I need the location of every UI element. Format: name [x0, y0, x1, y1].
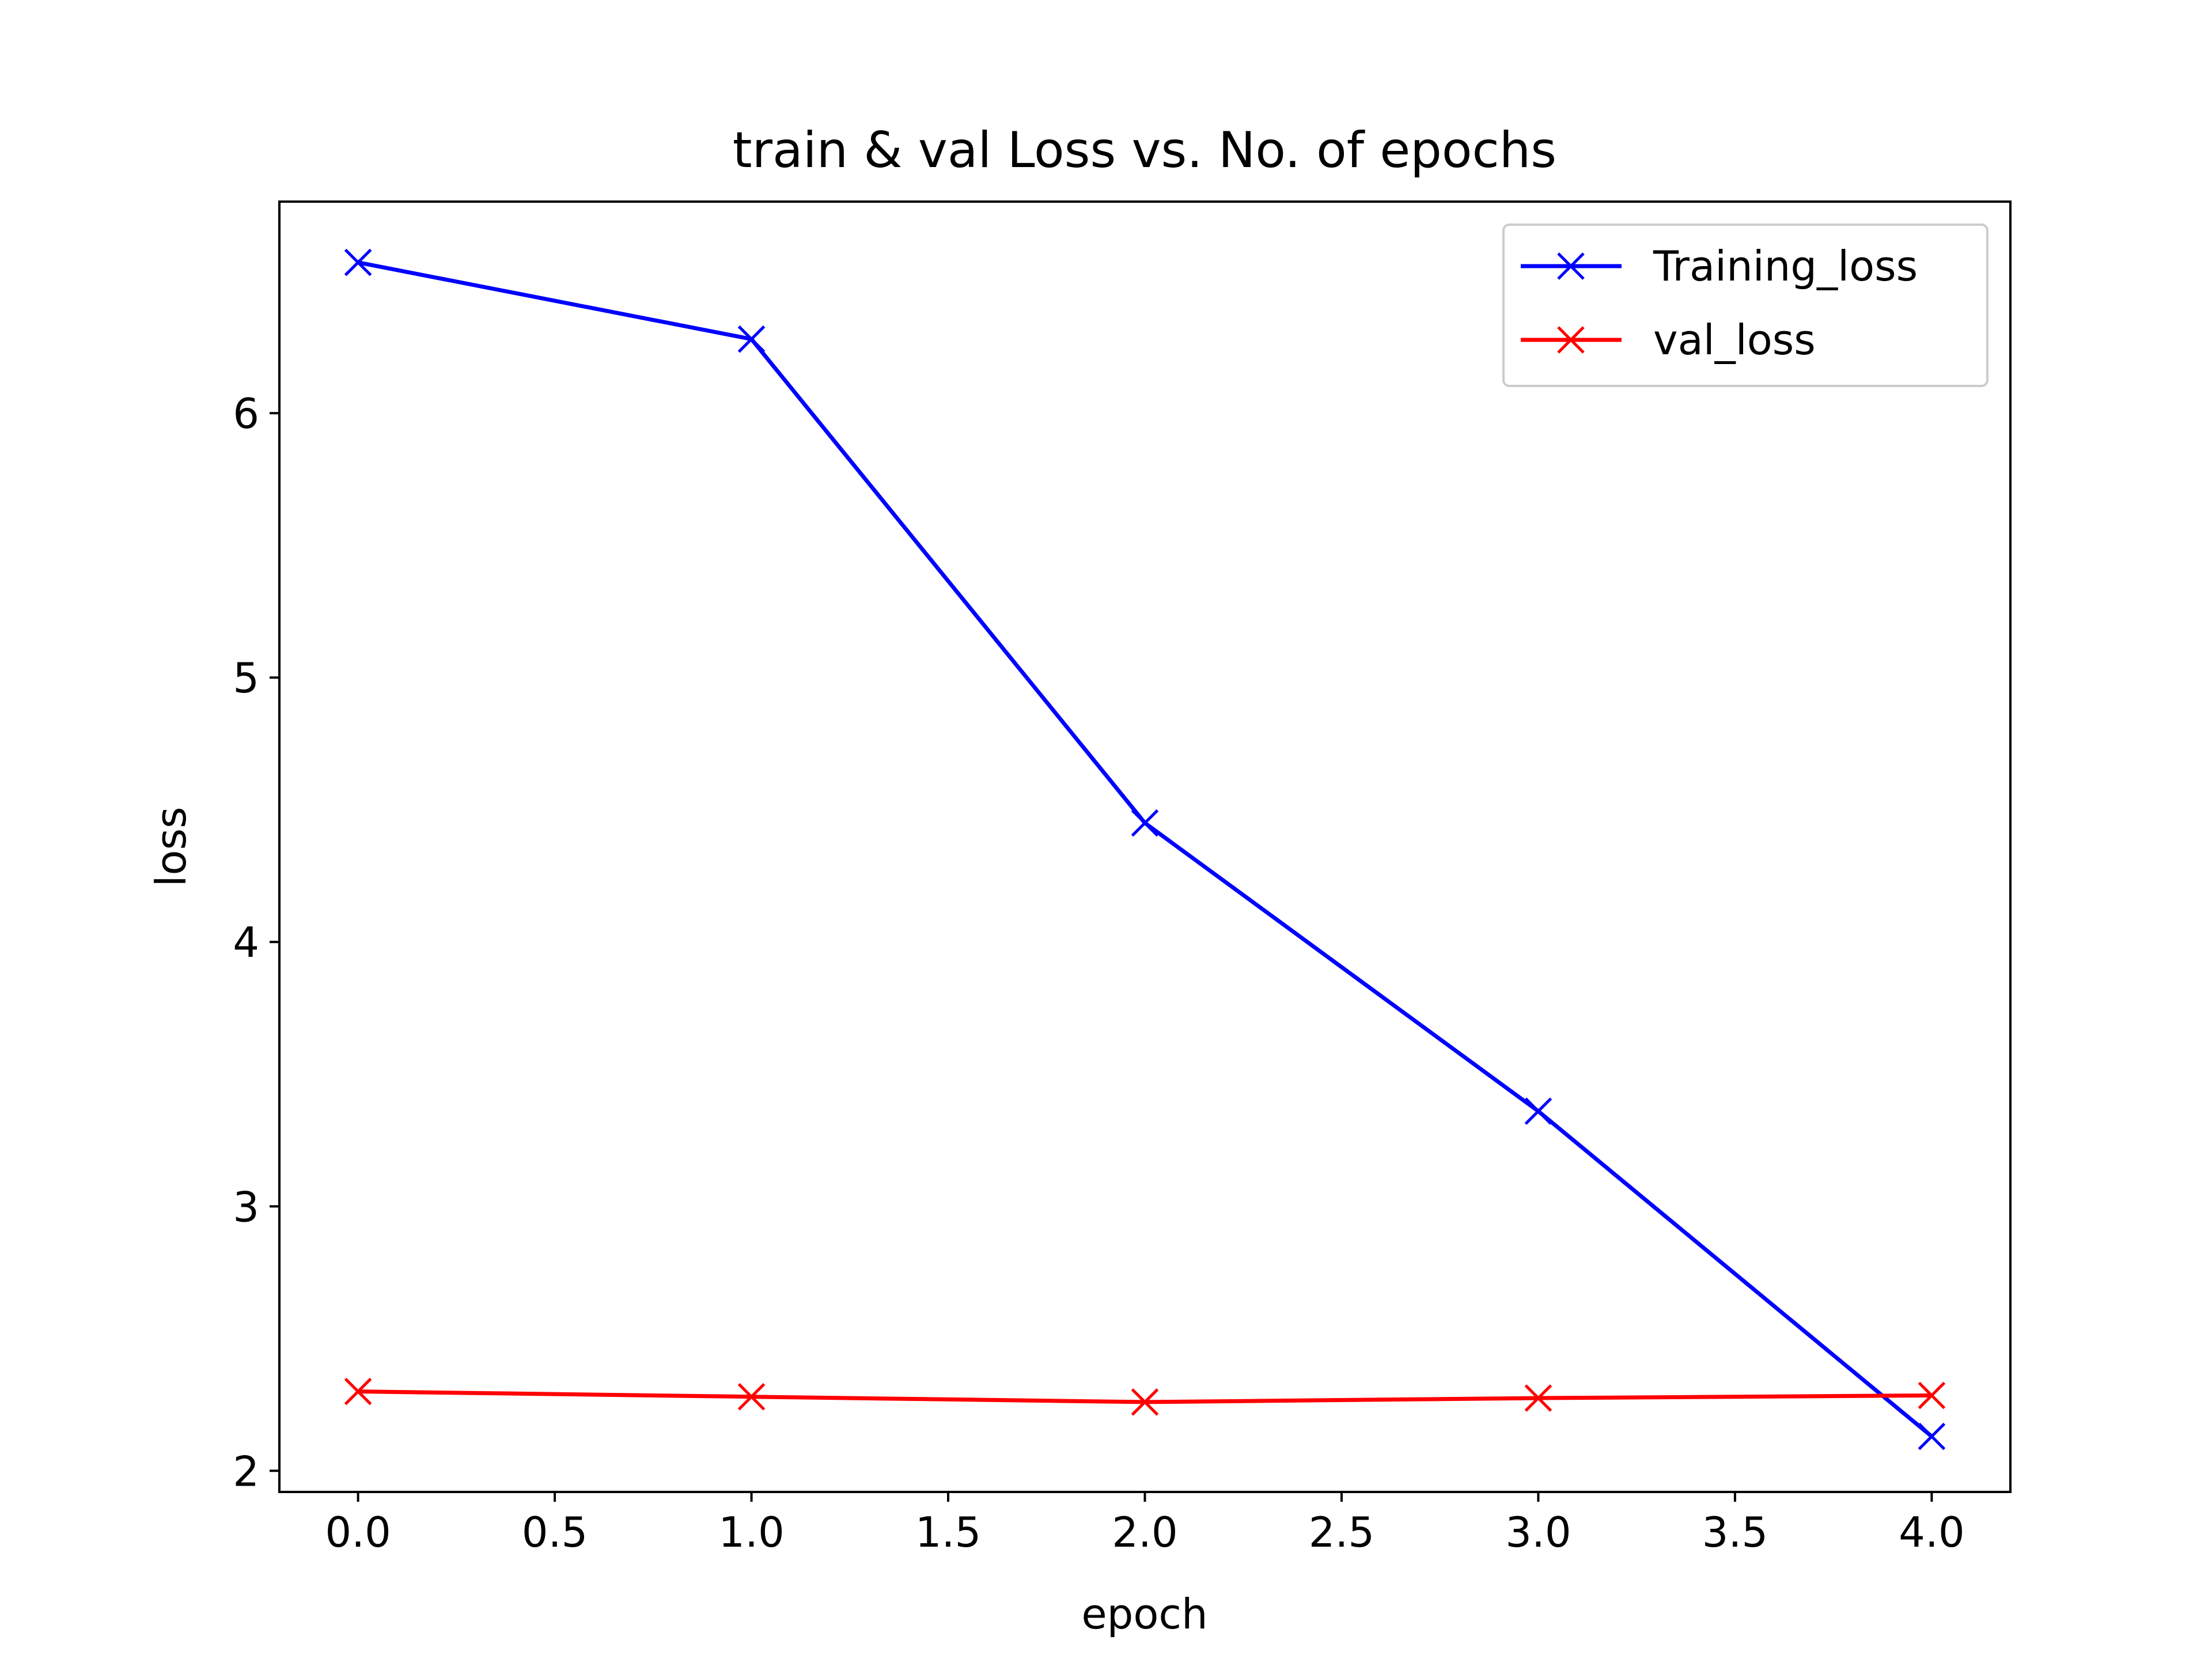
- x-tick-label: 3.5: [1702, 1508, 1768, 1556]
- data-point-marker: [1131, 1388, 1159, 1416]
- x-tick-label: 0.0: [325, 1508, 391, 1556]
- chart-title: train & val Loss vs. No. of epochs: [733, 122, 1556, 179]
- y-tick-label: 2: [233, 1447, 259, 1495]
- y-axis: 2 3 4 5 6: [233, 389, 279, 1495]
- plot-area: [344, 248, 1946, 1450]
- data-point-marker: [1131, 809, 1159, 837]
- data-point-marker: [1524, 1097, 1552, 1125]
- legend-marker: [1557, 326, 1585, 354]
- x-tick-label: 1.5: [915, 1508, 982, 1556]
- y-tick-label: 6: [233, 389, 259, 438]
- x-tick-label: 3.0: [1505, 1508, 1571, 1556]
- y-tick-label: 3: [233, 1183, 259, 1231]
- data-point-marker: [737, 1382, 766, 1411]
- data-point-marker: [737, 325, 766, 353]
- legend-box: [1502, 224, 1988, 387]
- data-point-marker: [344, 1377, 372, 1406]
- legend: Training_loss val_loss: [1502, 224, 1988, 387]
- x-tick-label: 1.0: [718, 1508, 785, 1556]
- data-point-marker: [1524, 1384, 1552, 1412]
- y-tick-label: 5: [233, 654, 259, 702]
- data-point-marker: [1918, 1422, 1946, 1450]
- x-tick-label: 2.0: [1112, 1508, 1178, 1556]
- x-tick-label: 2.5: [1309, 1508, 1375, 1556]
- x-tick-label: 0.5: [522, 1508, 588, 1556]
- y-tick-label: 4: [233, 918, 259, 967]
- x-tick-label: 4.0: [1899, 1508, 1965, 1556]
- x-axis-label: epoch: [1081, 1590, 1207, 1638]
- data-point-marker: [1918, 1381, 1946, 1410]
- legend-label: Training_loss: [1653, 242, 1918, 290]
- y-axis-label: loss: [147, 806, 195, 887]
- data-point-marker: [344, 248, 372, 276]
- legend-marker: [1557, 252, 1585, 280]
- x-axis: 0.0 0.5 1.0 1.5 2.0 2.5 3.0 3.5 4.0: [325, 1492, 1965, 1556]
- legend-label: val_loss: [1653, 316, 1816, 364]
